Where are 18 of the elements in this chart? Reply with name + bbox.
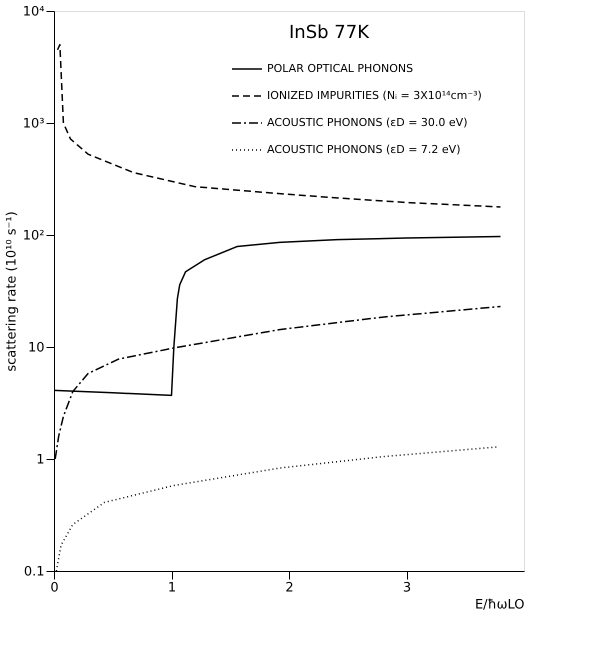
legend-label: ACOUSTIC PHONONS (εD = 30.0 eV) [267, 116, 468, 129]
legend-label: IONIZED IMPURITIES (Nᵢ = 3X10¹⁴cm⁻³) [267, 89, 482, 102]
x-axis-title: E/ħωLO [474, 598, 524, 612]
y-tick-label: 0.1 [24, 564, 44, 580]
y-tick-label: 10⁴ [22, 4, 44, 20]
x-tick-label: 3 [402, 580, 412, 596]
legend-label: POLAR OPTICAL PHONONS [267, 62, 414, 75]
y-tick-label: 1 [36, 452, 44, 468]
y-axis-title: scattering rate (10¹⁰ s⁻¹) [4, 211, 20, 372]
y-tick-label: 10 [28, 340, 44, 356]
legend-label: ACOUSTIC PHONONS (εD = 7.2 eV) [267, 143, 460, 156]
y-tick-label: 10² [22, 228, 44, 244]
line-series [56, 44, 502, 208]
x-tick-label: 2 [285, 580, 294, 596]
x-tick-label: 1 [168, 580, 176, 596]
x-tick-label: 0 [50, 580, 59, 596]
y-tick-label: 10³ [22, 116, 44, 132]
text: InSb 77K [289, 22, 370, 43]
